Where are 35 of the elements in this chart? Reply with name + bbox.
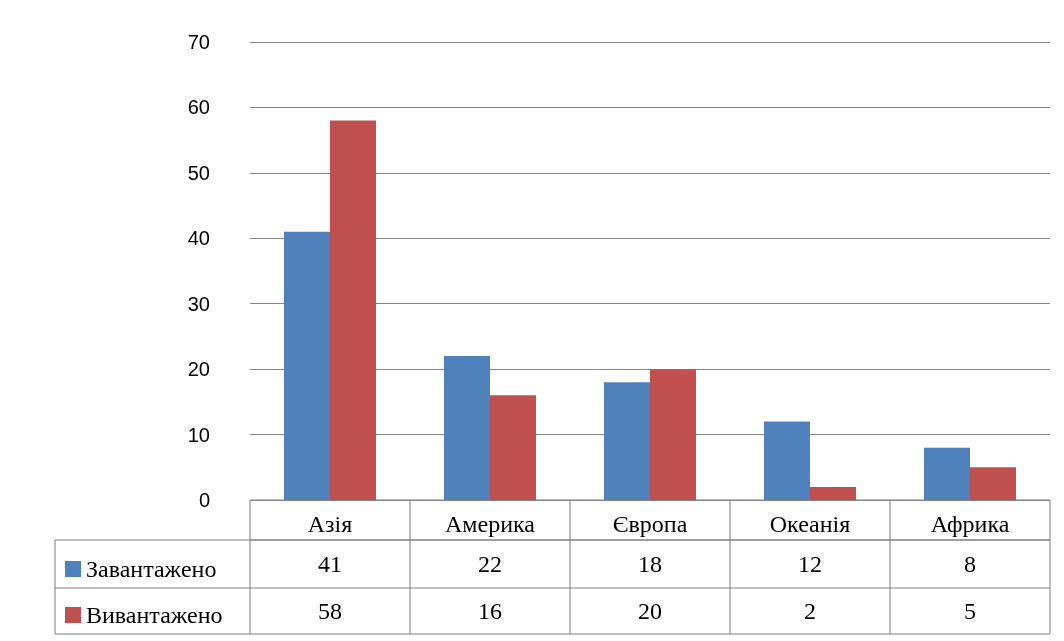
bar [764, 421, 810, 500]
data-label: 2 [804, 598, 816, 624]
data-label: 12 [798, 551, 822, 577]
bar [970, 467, 1016, 500]
data-label: 5 [964, 598, 976, 624]
bar [604, 382, 650, 500]
y-tick-label: 0 [198, 489, 210, 511]
bar [810, 486, 856, 500]
y-tick-label: 70 [187, 31, 210, 53]
data-label: 58 [318, 598, 342, 624]
bar [650, 369, 696, 500]
x-tick-label: Америка [445, 511, 536, 537]
y-tick-label: 40 [187, 227, 210, 250]
x-tick-label: Азія [307, 511, 353, 537]
data-label: 41 [318, 551, 342, 577]
y-tick-label: 50 [187, 161, 210, 184]
y-tick-label: 20 [187, 358, 210, 381]
y-tick-label: 30 [187, 292, 210, 315]
data-label: 18 [638, 551, 662, 577]
legend-label: Вивантажено [86, 602, 223, 628]
data-label: 22 [478, 551, 502, 577]
data-label: 16 [478, 598, 502, 624]
y-tick-label: 60 [187, 96, 210, 119]
x-tick-label: Океанія [769, 511, 851, 537]
x-tick-label: Африка [930, 511, 1010, 537]
data-label: 8 [964, 551, 976, 577]
legend-label: Завантажено [86, 556, 217, 582]
bar [490, 395, 536, 500]
bar [284, 231, 330, 500]
x-tick-label: Європа [612, 511, 688, 537]
bar [330, 120, 376, 500]
bar [924, 447, 970, 500]
data-label: 20 [638, 598, 662, 624]
y-tick-label: 10 [187, 423, 210, 446]
bar [444, 356, 490, 500]
